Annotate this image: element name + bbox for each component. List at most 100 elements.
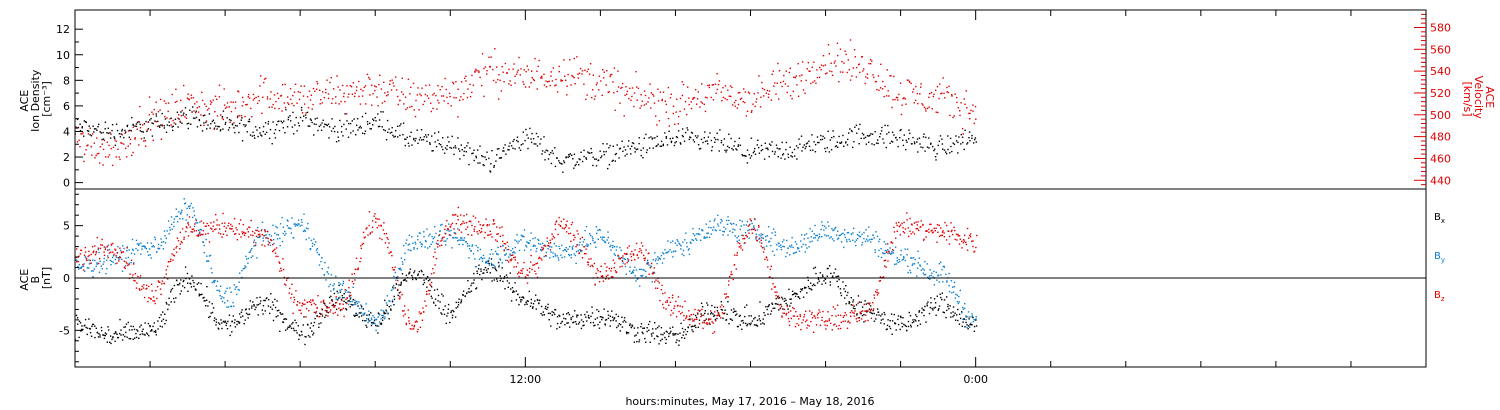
by-point — [221, 300, 224, 303]
by-point — [863, 231, 865, 234]
by-point — [279, 223, 282, 225]
ion-density-point — [111, 124, 114, 126]
bz-point — [414, 321, 416, 323]
velocity-point — [479, 76, 481, 79]
by-point — [282, 232, 284, 235]
bx-point — [713, 315, 715, 317]
by-point — [938, 263, 941, 265]
by-point — [93, 268, 96, 270]
bx-point — [523, 297, 525, 299]
ion-density-point — [409, 135, 411, 138]
bz-point — [478, 221, 480, 223]
bx-point — [272, 304, 275, 306]
velocity-point — [881, 88, 884, 90]
by-point — [268, 233, 271, 236]
bx-point — [873, 312, 875, 315]
velocity-point — [882, 80, 884, 83]
bz-point — [213, 221, 215, 223]
bz-point — [185, 230, 187, 233]
velocity-point — [767, 93, 770, 95]
bx-point — [512, 291, 514, 293]
velocity-point — [688, 97, 690, 99]
by-point — [565, 250, 568, 252]
bx-point — [826, 275, 828, 277]
bx-point — [77, 323, 79, 325]
by-point — [956, 300, 959, 303]
velocity-point — [226, 102, 229, 104]
bx-point — [811, 284, 814, 287]
bx-point — [355, 314, 357, 317]
ion-density-point — [612, 159, 614, 162]
by-point — [424, 246, 426, 248]
velocity-point — [234, 101, 237, 103]
by-point — [584, 229, 586, 232]
ion-density-point — [916, 138, 919, 140]
velocity-point — [272, 103, 274, 106]
ion-density-point — [257, 135, 259, 138]
bx-point — [111, 338, 113, 341]
ion-density-point — [914, 142, 916, 145]
velocity-point — [341, 84, 344, 87]
by-point — [477, 246, 479, 249]
velocity-point — [606, 70, 608, 72]
ion-density-point — [147, 128, 150, 130]
bz-point — [576, 244, 578, 246]
bx-point — [390, 309, 392, 311]
bx-point — [953, 314, 955, 316]
by-point — [945, 273, 947, 275]
by-point — [868, 239, 871, 241]
velocity-point — [820, 69, 822, 71]
bz-point — [379, 237, 381, 239]
velocity-point — [858, 63, 860, 65]
by-point — [269, 244, 272, 247]
velocity-point — [321, 102, 323, 104]
ion-density-point — [930, 143, 932, 145]
bx-point — [644, 337, 646, 340]
ion-density-point — [829, 139, 831, 141]
bx-point — [441, 293, 443, 295]
bz-point — [479, 224, 481, 226]
ion-density-point — [372, 118, 374, 120]
bx-point — [447, 308, 450, 310]
by-point — [154, 236, 156, 238]
bx-point — [774, 307, 776, 309]
bz-point — [98, 262, 100, 265]
by-point — [593, 242, 595, 244]
velocity-point — [645, 103, 647, 105]
by-point — [188, 207, 191, 209]
by-point — [128, 262, 130, 265]
bz-point — [315, 310, 318, 313]
bx-point — [604, 319, 607, 321]
ion-density-point — [607, 167, 609, 170]
velocity-point — [394, 76, 397, 78]
bz-point — [555, 220, 558, 222]
bx-point — [647, 323, 650, 326]
ion-density-point — [177, 126, 179, 128]
bz-point — [245, 232, 247, 234]
by-point — [193, 214, 196, 217]
bx-point — [393, 298, 396, 300]
velocity-point — [523, 83, 525, 85]
by-point — [813, 233, 815, 235]
bx-point — [144, 334, 146, 336]
bx-point — [514, 282, 516, 284]
by-point — [99, 260, 101, 262]
velocity-point — [513, 63, 515, 65]
by-point — [499, 258, 501, 260]
bx-point — [357, 305, 359, 307]
velocity-point — [770, 99, 773, 101]
ion-density-point — [846, 144, 849, 146]
ion-density-point — [882, 138, 884, 140]
ion-density-point — [949, 137, 952, 140]
by-point — [374, 322, 376, 325]
bz-point — [344, 289, 346, 291]
velocity-point — [115, 140, 117, 143]
bx-point — [247, 313, 249, 316]
by-point — [557, 257, 559, 259]
velocity-point — [640, 105, 643, 107]
velocity-point — [617, 86, 620, 88]
velocity-point — [422, 103, 424, 106]
bx-point — [594, 324, 596, 326]
bx-point — [491, 264, 493, 266]
velocity-point — [636, 99, 638, 101]
